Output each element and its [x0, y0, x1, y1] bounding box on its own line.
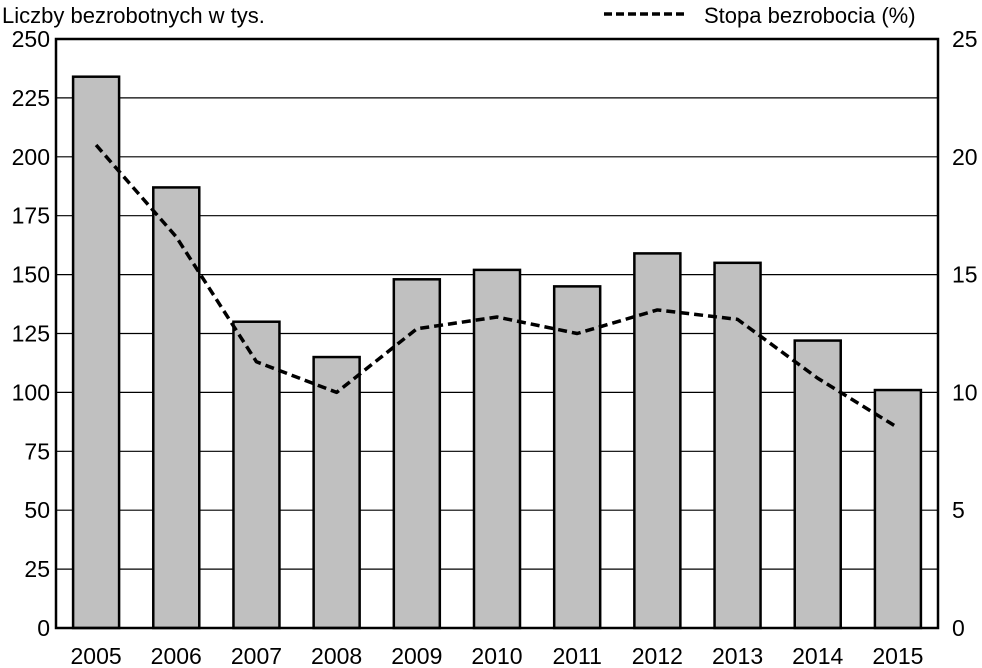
x-tick-label-2007: 2007	[231, 643, 282, 668]
line-series	[94, 143, 899, 430]
bar-2011	[552, 285, 602, 630]
x-tick-label-2014: 2014	[792, 643, 843, 668]
x-tick-labels: 2005 2006 2007 2008 2009 2010 2011 2012 2013 2014…	[71, 643, 924, 668]
plot-frame	[54, 37, 940, 630]
right-tick-label: 10	[952, 379, 978, 405]
x-tick-label-2006: 2006	[151, 643, 202, 668]
plot-border	[54, 37, 940, 630]
bar-2013	[713, 261, 762, 630]
bar-2009	[392, 278, 442, 630]
x-tick-label-2015: 2015	[872, 643, 923, 668]
left-y-tick-labels: 0 25 50 75 100 125 150 175 200 225 250	[12, 26, 50, 641]
x-tick-label-2010: 2010	[471, 643, 522, 668]
bar-2008	[312, 355, 361, 630]
x-tick-label-2009: 2009	[391, 643, 442, 668]
left-tick-label: 75	[24, 438, 50, 464]
x-tick-label-2011: 2011	[552, 643, 601, 668]
left-tick-label: 150	[12, 262, 50, 288]
left-tick-label: 100	[12, 379, 50, 405]
left-tick-label: 25	[24, 556, 50, 582]
left-tick-label: 250	[12, 26, 50, 52]
left-tick-label: 50	[24, 497, 50, 523]
unemployment-rate-line	[94, 143, 899, 430]
left-tick-label: 175	[12, 203, 50, 229]
right-tick-label: 0	[952, 615, 965, 641]
right-tick-label: 25	[952, 26, 978, 52]
right-y-tick-labels: 0 5 10 15 20 25	[952, 26, 978, 641]
left-tick-label: 0	[37, 615, 50, 641]
bar-series	[71, 75, 923, 630]
bar-2014	[793, 339, 842, 630]
bar-2010	[472, 268, 522, 630]
bar-2006	[152, 186, 201, 630]
right-tick-label: 20	[952, 144, 978, 170]
bar-2005	[71, 75, 121, 630]
legend-line-label: Stopa bezrobocia (%)	[704, 3, 916, 28]
left-tick-label: 225	[12, 85, 50, 111]
x-tick-label-2012: 2012	[632, 643, 683, 668]
left-axis-title: Liczby bezrobotnych w tys.	[2, 3, 265, 28]
left-tick-label: 125	[12, 321, 50, 347]
right-tick-label: 5	[952, 497, 965, 523]
left-tick-label: 200	[12, 144, 50, 170]
x-tick-label-2013: 2013	[712, 643, 763, 668]
right-tick-label: 15	[952, 262, 978, 288]
bar-2015	[873, 388, 923, 630]
x-tick-label-2008: 2008	[311, 643, 362, 668]
x-tick-label-2005: 2005	[71, 643, 122, 668]
